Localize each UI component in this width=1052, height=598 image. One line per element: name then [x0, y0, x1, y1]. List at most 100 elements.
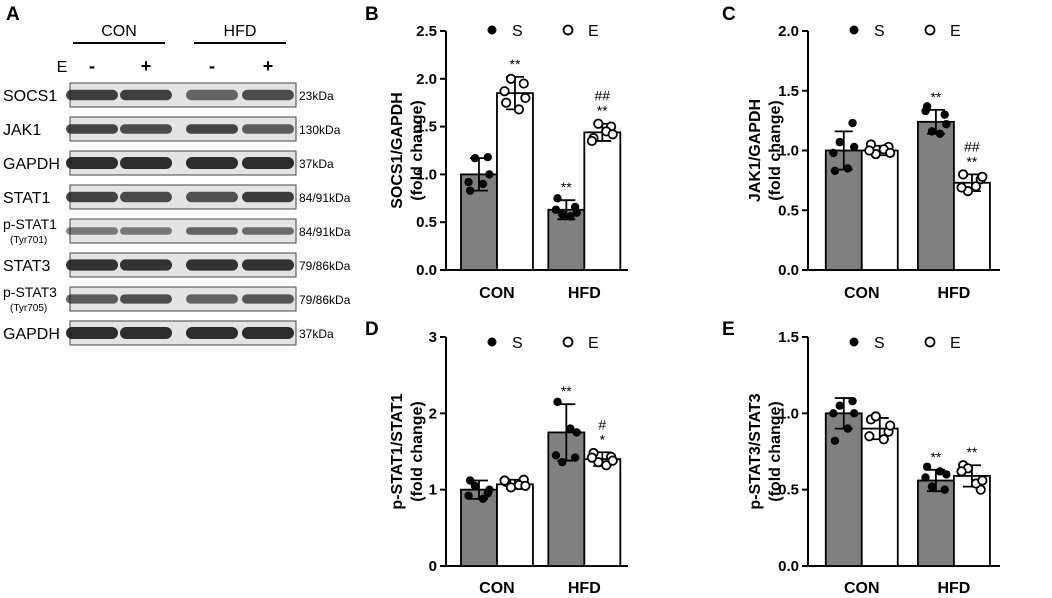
legend-marker-open — [924, 336, 936, 348]
blot-band — [186, 157, 238, 169]
data-point — [870, 411, 881, 422]
panel-letter-a: A — [6, 4, 20, 25]
significance-marker: ** — [597, 103, 608, 119]
data-point — [927, 127, 937, 136]
legend-label: S — [874, 335, 885, 352]
data-point — [921, 106, 930, 116]
data-point — [470, 153, 480, 163]
data-point — [849, 409, 859, 418]
legend-marker-filled — [849, 337, 859, 347]
significance-marker: ** — [510, 56, 521, 72]
chart-panel-d: D 0 1 2 3 p-STAT1/STAT1 (fold change) S E CON HFD *… — [365, 319, 628, 597]
legend-marker-filled — [487, 337, 497, 347]
chart-panel-c: C 0.0 0.5 1.0 1.5 2.0 JAK1/GAPDH (fold change) S… — [722, 4, 1000, 302]
y-tick-label: 1.0 — [778, 143, 799, 160]
x-category-label: HFD — [937, 285, 970, 302]
panel-letter: E — [722, 319, 735, 340]
blot-band — [66, 294, 118, 304]
blot-band — [66, 124, 118, 134]
data-point — [848, 396, 857, 406]
significance-marker: ** — [966, 153, 977, 169]
data-point — [956, 182, 967, 193]
data-point — [505, 73, 517, 84]
blot-row-label: SOCS1 — [3, 88, 57, 105]
bar — [917, 479, 955, 567]
blot-row-label: STAT3 — [3, 258, 51, 275]
y-tick-label: 3 — [429, 329, 437, 346]
data-point — [485, 485, 494, 494]
y-tick-label: 1.5 — [416, 119, 437, 136]
blot-band — [186, 124, 238, 134]
data-point — [864, 431, 875, 442]
data-point — [878, 434, 889, 445]
x-category-label: CON — [844, 285, 880, 302]
blot-band — [120, 89, 172, 101]
legend-label: S — [512, 335, 523, 352]
y-axis-label-line: (fold change) — [767, 100, 784, 200]
y-tick-label: 2.0 — [416, 71, 437, 88]
data-point — [835, 401, 844, 410]
y-axis-label-line: JAK1/GAPDH — [747, 99, 764, 202]
significance-marker: ** — [930, 449, 941, 465]
data-point — [830, 436, 840, 446]
data-point — [558, 210, 567, 219]
treatment-sign: + — [263, 56, 274, 76]
data-point — [970, 181, 982, 192]
bar — [860, 427, 899, 567]
blot-row-sublabel: (Tyr701) — [10, 235, 47, 246]
y-tick-label: 1.5 — [778, 83, 799, 100]
y-tick-label: 1.0 — [778, 405, 799, 422]
panel-letter: D — [365, 319, 379, 340]
x-category-label: HFD — [568, 285, 601, 302]
data-point — [478, 494, 488, 504]
data-point — [566, 212, 575, 221]
x-category-label: HFD — [937, 580, 970, 597]
blot-band — [186, 259, 238, 271]
blot-band — [186, 89, 238, 101]
treatment-sign: + — [141, 56, 152, 76]
data-point — [927, 482, 937, 491]
data-point — [465, 186, 475, 195]
blot-band — [66, 89, 118, 101]
data-point — [520, 480, 531, 491]
data-point — [586, 135, 598, 147]
blot-row-label: JAK1 — [3, 122, 41, 139]
y-tick-label: 0.5 — [778, 482, 799, 499]
y-tick-label: 2.5 — [416, 23, 437, 40]
legend-marker-filled — [849, 25, 859, 35]
y-axis-label: p-STAT1/STAT1 (fold change) — [389, 393, 426, 509]
bar — [460, 488, 498, 567]
bar — [953, 181, 991, 271]
data-point — [470, 481, 480, 491]
blot-band — [186, 327, 238, 339]
data-point — [478, 179, 488, 189]
panel-letter: B — [365, 4, 379, 25]
y-tick-label: 0.0 — [778, 262, 799, 279]
y-tick-label: 0.0 — [416, 262, 437, 279]
molecular-weight-label: 79/86kDa — [299, 293, 351, 307]
data-point — [572, 208, 581, 217]
data-point — [485, 170, 494, 179]
data-point — [553, 194, 562, 203]
y-tick-label: 1.0 — [416, 166, 437, 183]
significance-marker: ** — [966, 444, 977, 460]
blot-band — [186, 191, 238, 203]
data-point — [885, 420, 896, 431]
blot-band — [120, 259, 172, 271]
molecular-weight-label: 37kDa — [299, 157, 334, 171]
y-axis-label-line: (fold change) — [409, 401, 426, 501]
data-point — [513, 104, 525, 115]
blot-band — [66, 227, 118, 235]
x-category-label: CON — [479, 580, 515, 597]
blot-band — [242, 294, 294, 304]
significance-marker: ** — [561, 179, 572, 195]
data-point — [553, 397, 562, 407]
treatment-sign: - — [209, 56, 215, 76]
blot-band — [242, 327, 294, 339]
blot-band — [66, 157, 118, 169]
data-point — [956, 466, 967, 477]
blot-band — [66, 259, 118, 271]
data-point — [518, 78, 529, 89]
data-point — [935, 129, 945, 138]
data-point — [570, 453, 580, 462]
